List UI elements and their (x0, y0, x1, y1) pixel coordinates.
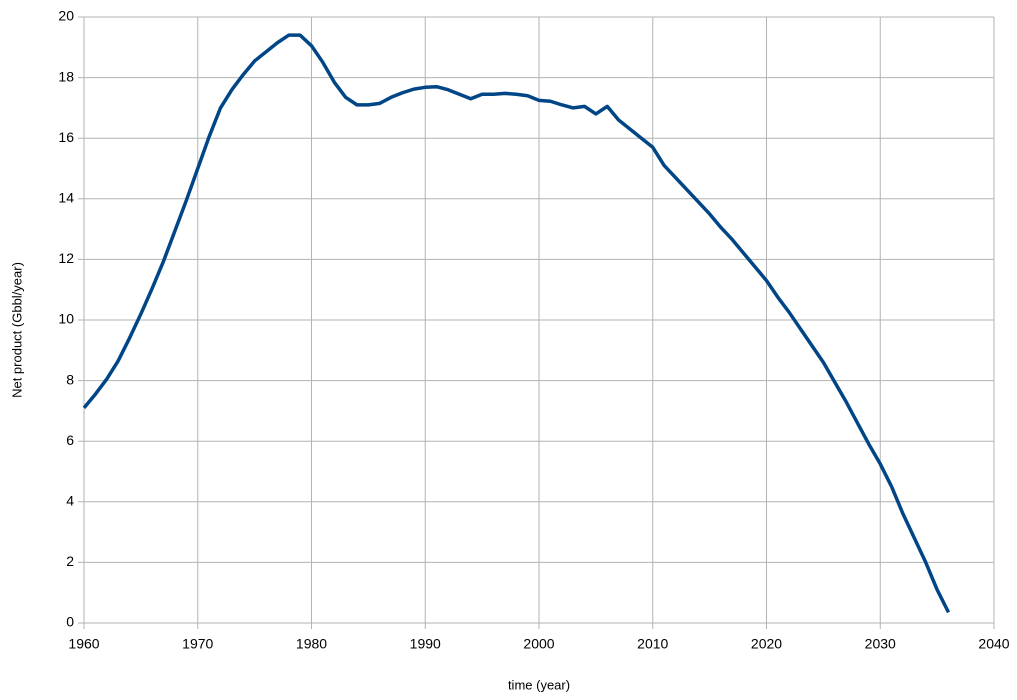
y-tick-label: 20 (58, 8, 74, 24)
x-tick-label: 2030 (865, 636, 896, 652)
data-line (82, 33, 951, 614)
y-tick-label: 16 (58, 129, 74, 145)
x-tick-label: 2010 (637, 636, 668, 652)
x-tick-label: 2000 (523, 636, 554, 652)
y-tick-label: 2 (66, 553, 74, 569)
x-tick-label: 1990 (410, 636, 441, 652)
y-tick-label: 10 (58, 311, 74, 327)
x-tick-label: 1970 (182, 636, 213, 652)
x-axis-label: time (year) (508, 677, 570, 692)
y-tick-label: 6 (66, 432, 74, 448)
x-tick-label: 1980 (296, 636, 327, 652)
y-tick-label: 8 (66, 371, 74, 387)
x-tick-label: 1960 (68, 636, 99, 652)
y-tick-label: 14 (58, 190, 74, 206)
y-tick-label: 0 (66, 614, 74, 630)
x-tick-label: 2040 (978, 636, 1009, 652)
x-tick-label: 2020 (751, 636, 782, 652)
y-tick-label: 4 (66, 493, 74, 509)
y-axis-label: Net product (Gbbl/year) (9, 262, 24, 398)
y-tick-label: 12 (58, 250, 74, 266)
y-tick-label: 18 (58, 68, 74, 84)
